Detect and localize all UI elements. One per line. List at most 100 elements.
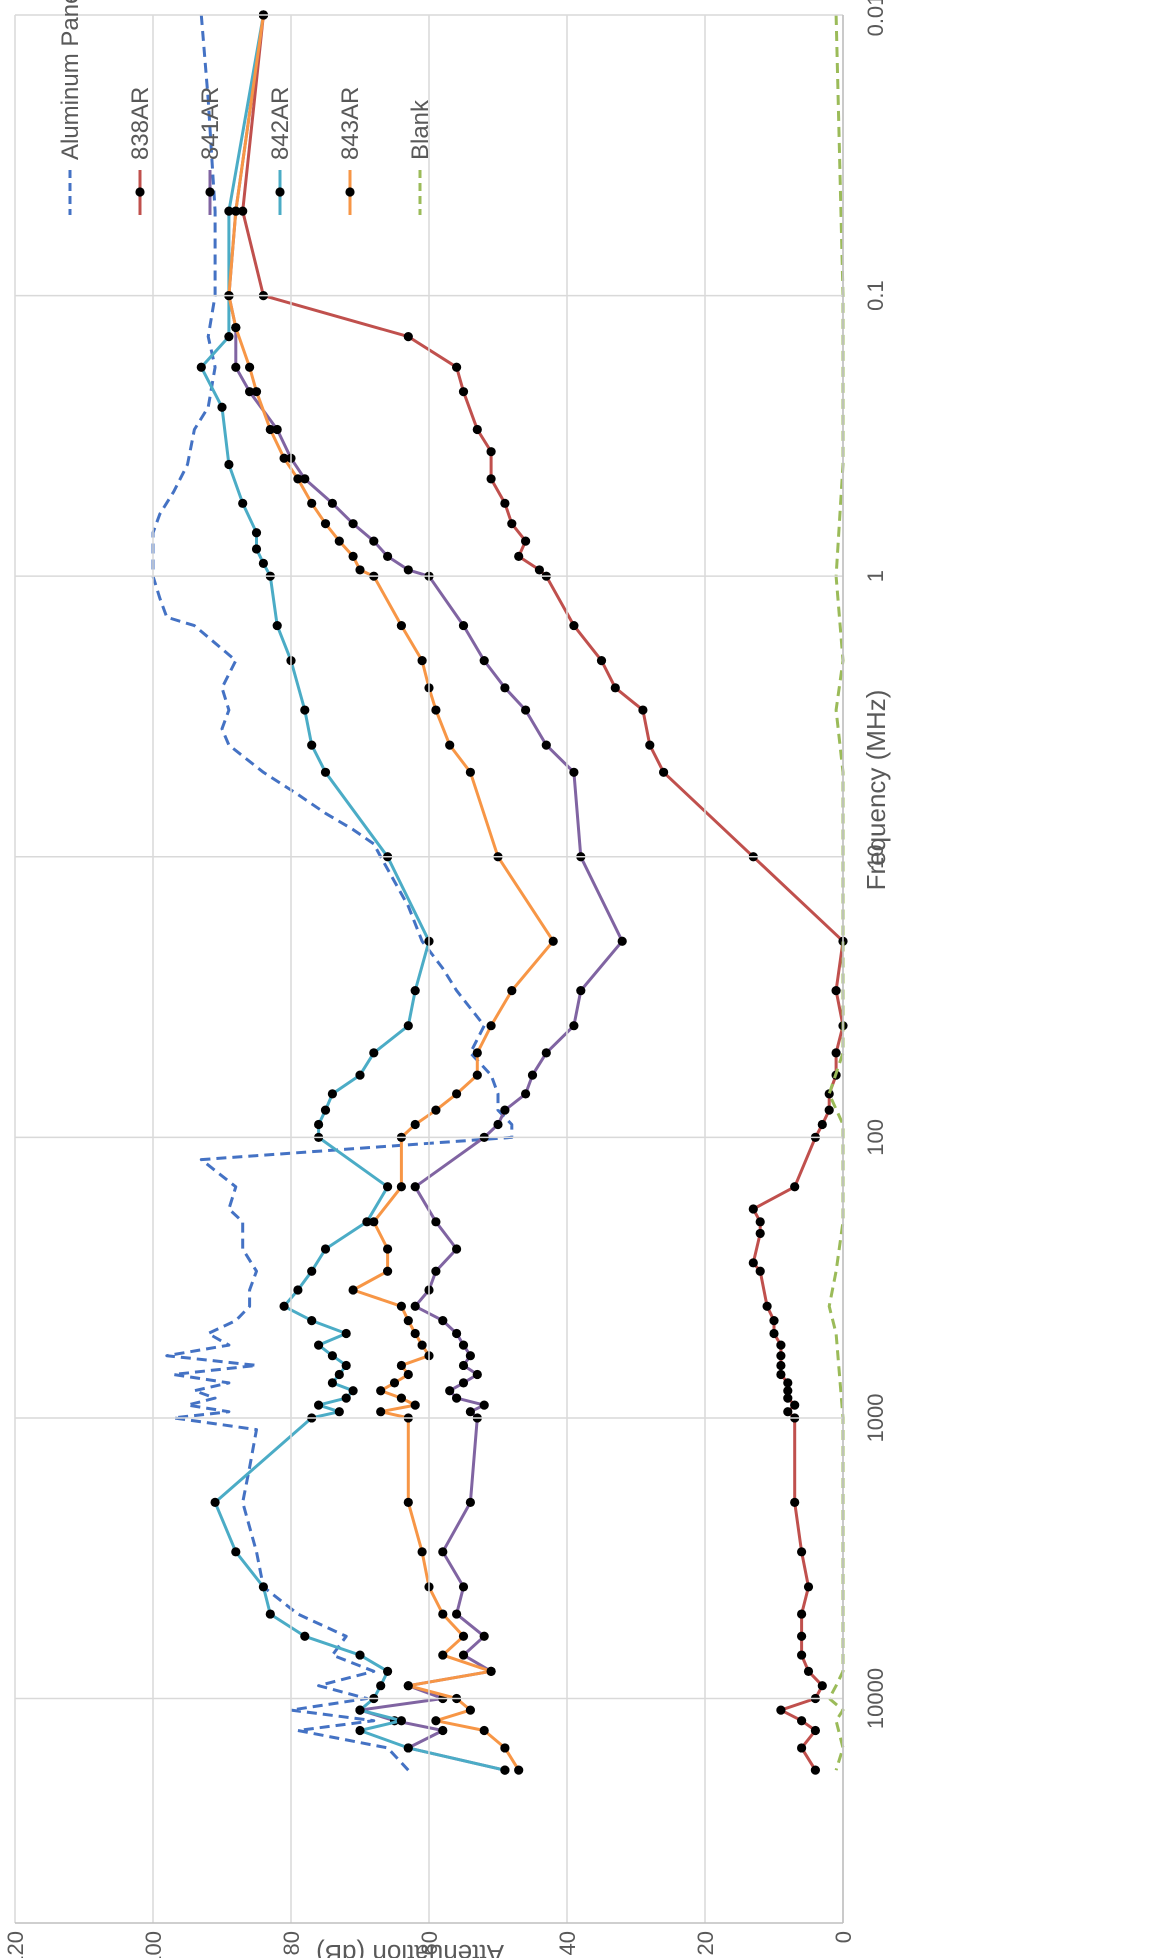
data-point: [300, 474, 310, 484]
data-point: [231, 206, 241, 216]
data-point: [245, 387, 255, 397]
data-point: [797, 1609, 807, 1619]
data-point: [452, 1328, 462, 1339]
data-point: [355, 565, 365, 575]
data-point: [452, 1393, 462, 1403]
data-point: [307, 1316, 317, 1326]
data-point: [465, 1705, 475, 1715]
data-point: [355, 1650, 365, 1660]
data-point: [307, 498, 317, 508]
data-point: [265, 424, 275, 435]
data-point: [776, 1705, 786, 1715]
data-point: [500, 683, 510, 693]
data-point: [486, 474, 496, 484]
data-point: [617, 936, 627, 946]
data-point: [803, 1582, 814, 1592]
data-point: [369, 536, 379, 546]
legend-entry: 843AR: [337, 87, 364, 215]
data-point: [452, 1089, 462, 1099]
data-point: [320, 519, 331, 529]
data-point: [776, 1340, 786, 1350]
legend-entry: 841AR: [197, 87, 224, 215]
data-point: [486, 447, 496, 457]
data-point: [341, 1328, 351, 1339]
series-aluminum-panel: [151, 14, 514, 1772]
data-point: [783, 1393, 793, 1403]
x-tick-label: 0.01: [863, 0, 888, 36]
data-point: [610, 683, 620, 693]
data-point: [376, 1681, 386, 1691]
data-point: [314, 1119, 324, 1130]
data-point: [272, 620, 282, 631]
data-point: [514, 1765, 524, 1775]
data-point: [403, 1369, 413, 1380]
data-point: [314, 1400, 324, 1410]
data-point: [396, 1360, 406, 1371]
data-point: [500, 1743, 510, 1753]
data-point: [376, 1407, 386, 1417]
data-point: [410, 1400, 420, 1410]
data-point: [403, 1021, 413, 1031]
data-point: [493, 1119, 503, 1130]
data-point: [569, 767, 579, 777]
data-point: [410, 1328, 420, 1339]
data-point: [210, 1497, 220, 1508]
data-point: [334, 536, 344, 546]
data-point: [348, 1285, 358, 1295]
data-point: [479, 1400, 489, 1410]
data-point: [486, 1021, 496, 1031]
data-point: [769, 1328, 779, 1339]
data-point: [231, 322, 241, 333]
data-point: [362, 1217, 372, 1227]
data-point: [327, 1351, 337, 1361]
series-line: [227, 14, 624, 1772]
data-point: [300, 705, 310, 715]
data-point: [783, 1386, 793, 1396]
data-point: [403, 1316, 413, 1326]
data-point: [521, 536, 531, 546]
data-point: [458, 1631, 469, 1641]
data-point: [790, 1497, 800, 1508]
series-blank: [827, 14, 845, 1771]
data-point: [279, 1301, 289, 1311]
data-point: [238, 498, 248, 508]
series-line: [199, 14, 506, 1772]
data-point: [396, 620, 406, 631]
data-point: [383, 1666, 393, 1676]
data-point: [327, 1378, 337, 1388]
data-point: [410, 1119, 420, 1130]
series-line: [241, 14, 845, 1771]
data-point: [534, 565, 545, 575]
data-point: [817, 1119, 827, 1130]
data-point: [355, 1725, 365, 1736]
data-point: [245, 362, 255, 372]
x-tick-label: 1: [863, 570, 888, 582]
y-axis-title: Attenuation (dB): [316, 1939, 504, 1958]
data-point: [403, 1497, 413, 1508]
legend-label: Blank: [407, 99, 434, 160]
data-point: [500, 498, 510, 508]
data-point: [224, 331, 234, 342]
data-point: [797, 1716, 807, 1726]
data-point: [452, 1244, 462, 1254]
data-point: [810, 1765, 821, 1775]
data-point: [458, 620, 469, 631]
axes: 0 20 40 60 80 100 120 0.01 0.1 1 10 100 1000 10000: [3, 0, 888, 1958]
data-point: [438, 1725, 448, 1736]
y-tick-label: 0: [831, 1931, 856, 1943]
data-point: [797, 1650, 807, 1660]
data-point: [748, 1204, 758, 1214]
x-axis-title: Frequency (MHz): [861, 690, 891, 891]
data-point: [755, 1266, 765, 1276]
data-point: [596, 656, 607, 666]
data-point: [465, 1407, 475, 1417]
data-point: [445, 1386, 455, 1396]
data-point: [479, 1631, 489, 1641]
x-tick-label: 10000: [863, 1668, 888, 1729]
data-point: [458, 387, 469, 397]
data-point: [500, 1105, 510, 1115]
series-line: [227, 14, 555, 1771]
data-point: [258, 558, 268, 568]
data-point: [410, 986, 420, 996]
data-point: [320, 1105, 331, 1115]
